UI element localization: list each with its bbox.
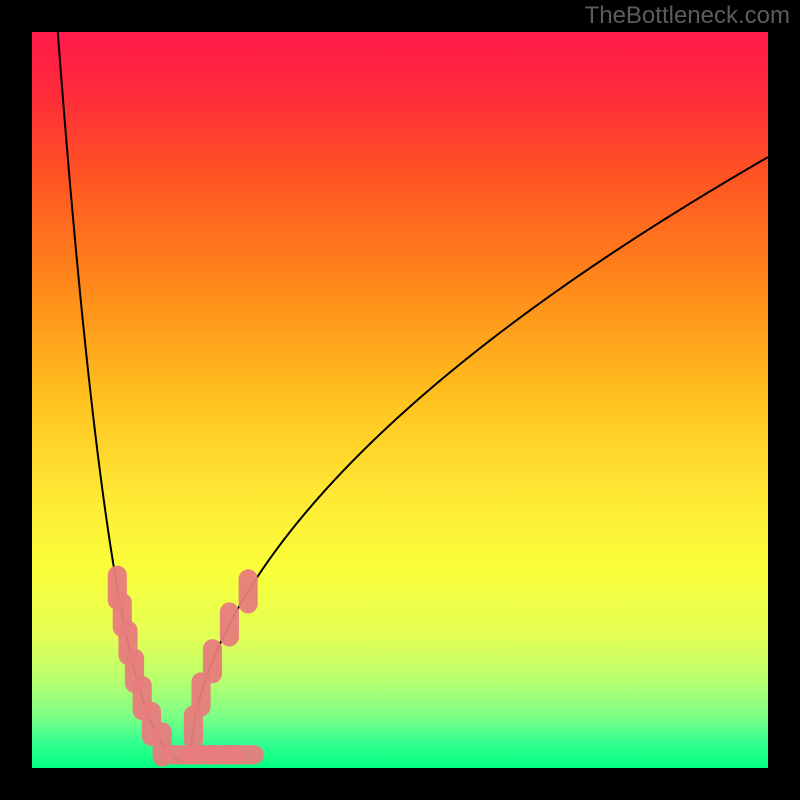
data-marker — [184, 705, 203, 749]
data-marker — [239, 569, 258, 613]
data-marker — [220, 745, 264, 764]
watermark-text: TheBottleneck.com — [585, 2, 790, 30]
data-marker — [220, 602, 239, 646]
bottleneck-chart-svg — [0, 0, 800, 800]
chart-stage: TheBottleneck.com — [0, 0, 800, 800]
